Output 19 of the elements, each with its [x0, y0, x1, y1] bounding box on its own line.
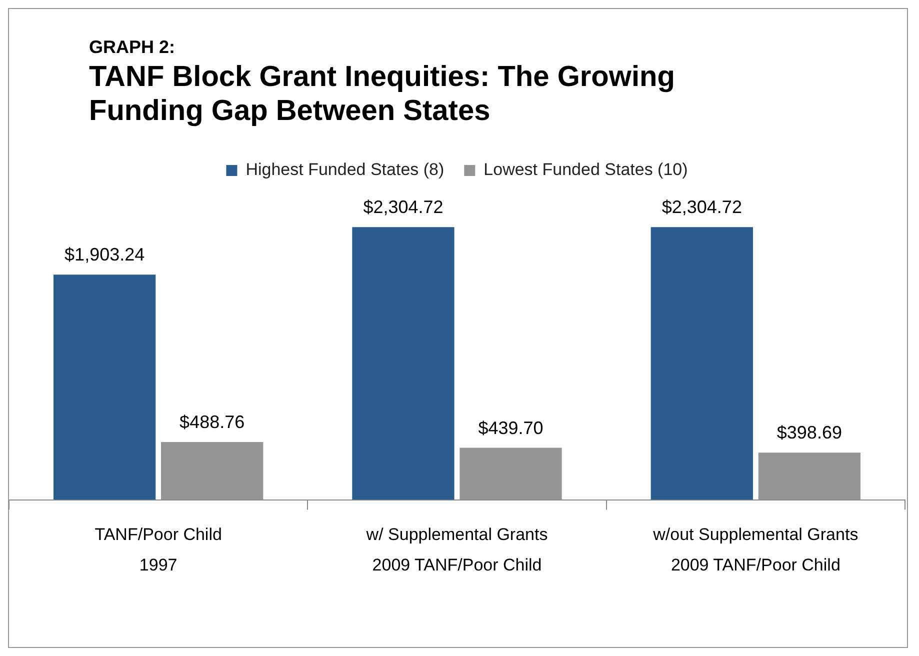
bar	[161, 442, 264, 500]
x-tick-label: w/ Supplemental Grants 2009 TANF/Poor Child	[365, 524, 548, 574]
bar	[460, 448, 562, 500]
x-tick-label: w/out Supplemental Grants 2009 TANF/Poor Child	[652, 524, 858, 574]
chart-subtitle: GRAPH 2:	[89, 37, 176, 58]
data-label: $439.70	[478, 418, 544, 438]
data-label: $398.69	[776, 422, 842, 443]
bar	[54, 274, 156, 500]
bar	[352, 227, 454, 500]
data-label: $1,903.24	[64, 244, 145, 265]
data-label: $488.76	[180, 412, 245, 432]
bar	[650, 227, 753, 500]
bar	[758, 452, 860, 500]
x-tick-label: TANF/Poor Child 1997	[94, 524, 222, 574]
legend-label: Lowest Funded States (10)	[484, 160, 688, 180]
legend-label: Highest Funded States (8)	[246, 160, 444, 180]
data-label: $2,304.72	[662, 197, 742, 218]
chart-title: TANF Block Grant Inequities: The Growing Funding Gap Between States	[89, 60, 676, 128]
data-label: $2,304.72	[363, 197, 444, 218]
